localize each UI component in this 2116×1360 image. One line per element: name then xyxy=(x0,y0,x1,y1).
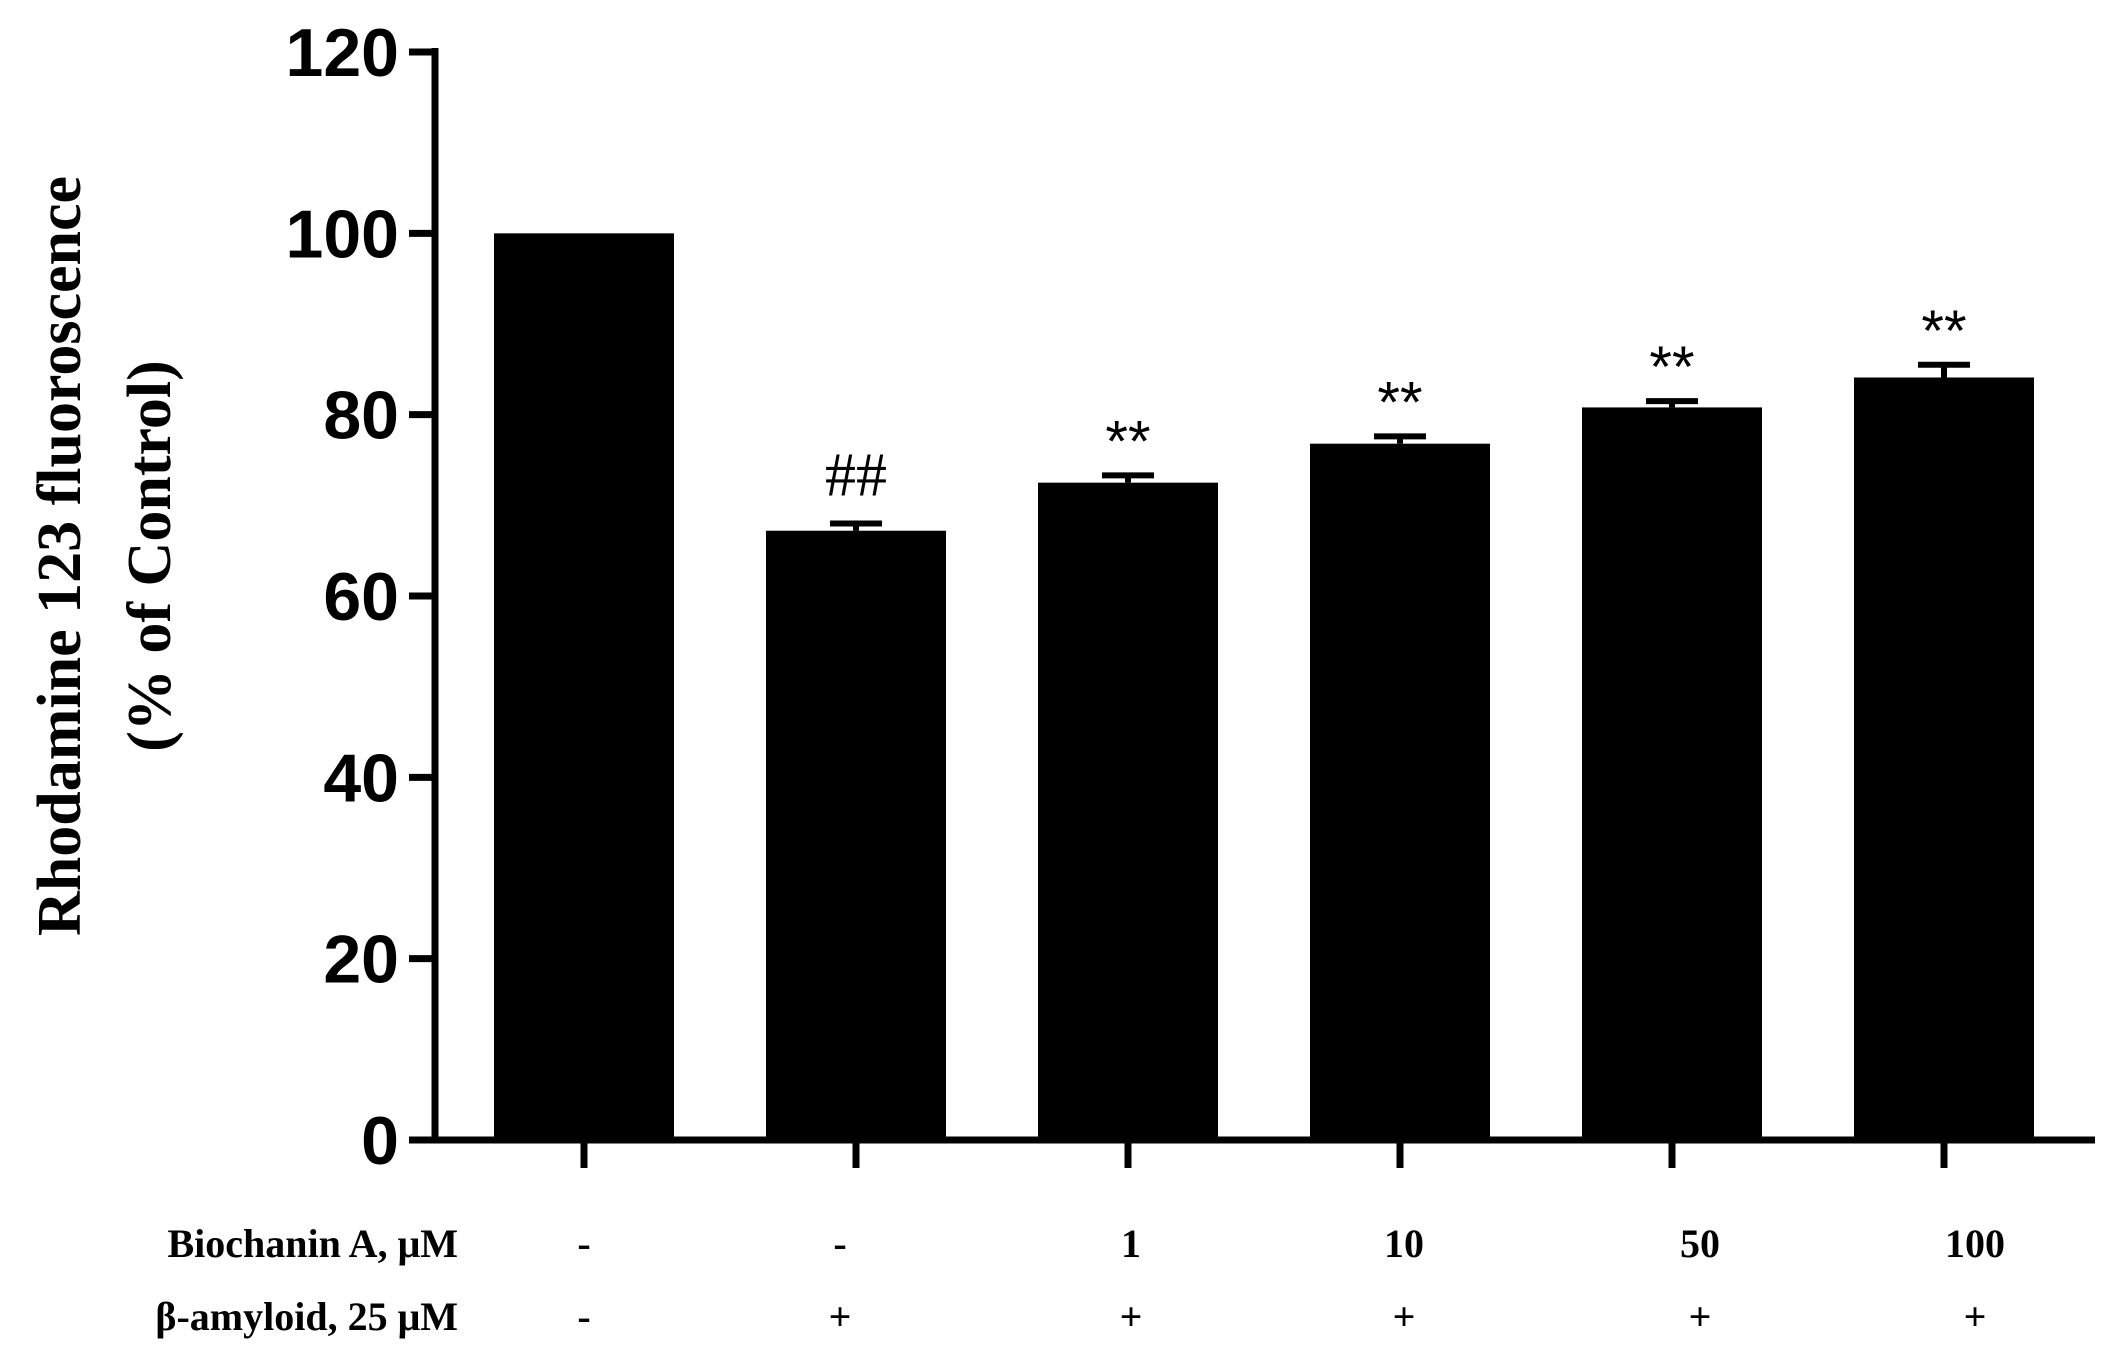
y-tick-label: 0 xyxy=(361,1103,399,1179)
bar xyxy=(494,233,674,1141)
condition-value: + xyxy=(829,1294,852,1339)
condition-value: 1 xyxy=(1121,1221,1141,1266)
condition-value: + xyxy=(1120,1294,1143,1339)
bar xyxy=(1038,482,1218,1141)
significance-marker: ## xyxy=(825,441,887,509)
condition-value: 50 xyxy=(1680,1221,1720,1266)
significance-marker: ** xyxy=(1649,335,1694,400)
condition-value: 10 xyxy=(1384,1221,1424,1266)
bar xyxy=(1854,377,2034,1140)
y-axis-label-line2: (% of Control) xyxy=(116,360,184,751)
significance-marker: ** xyxy=(1377,370,1422,435)
bar xyxy=(766,530,946,1140)
condition-value: + xyxy=(1393,1294,1416,1339)
y-tick-label: 80 xyxy=(323,378,399,454)
y-axis-label: Rhodamine 123 fluoroscence (% of Control… xyxy=(26,176,184,936)
condition-value: + xyxy=(1964,1294,1987,1339)
bars: ## ** ** ** ** xyxy=(494,233,2034,1141)
significance-marker: ** xyxy=(1105,409,1150,474)
y-tick-label: 120 xyxy=(286,15,399,91)
condition-value: - xyxy=(577,1221,590,1266)
condition-label: β-amyloid, 25 μM xyxy=(155,1294,458,1339)
bar xyxy=(1310,443,1490,1140)
bar xyxy=(1582,407,1762,1140)
significance-marker: ** xyxy=(1921,299,1966,364)
condition-value: - xyxy=(833,1221,846,1266)
condition-table: Biochanin A, μM - - 1 10 50 100 β-amyloid, 25 μ… xyxy=(155,1221,2005,1339)
y-tick-label: 100 xyxy=(286,196,399,272)
y-axis-label-line1: Rhodamine 123 fluoroscence xyxy=(26,176,94,936)
condition-value: - xyxy=(577,1294,590,1339)
y-tick-label: 40 xyxy=(323,740,399,816)
condition-value: + xyxy=(1689,1294,1712,1339)
condition-value: 100 xyxy=(1945,1221,2005,1266)
y-tick-label: 60 xyxy=(323,559,399,635)
y-tick-label: 20 xyxy=(323,922,399,998)
axes: 0 20 40 60 80 100 120 xyxy=(286,15,2095,1179)
condition-label: Biochanin A, μM xyxy=(167,1221,458,1266)
